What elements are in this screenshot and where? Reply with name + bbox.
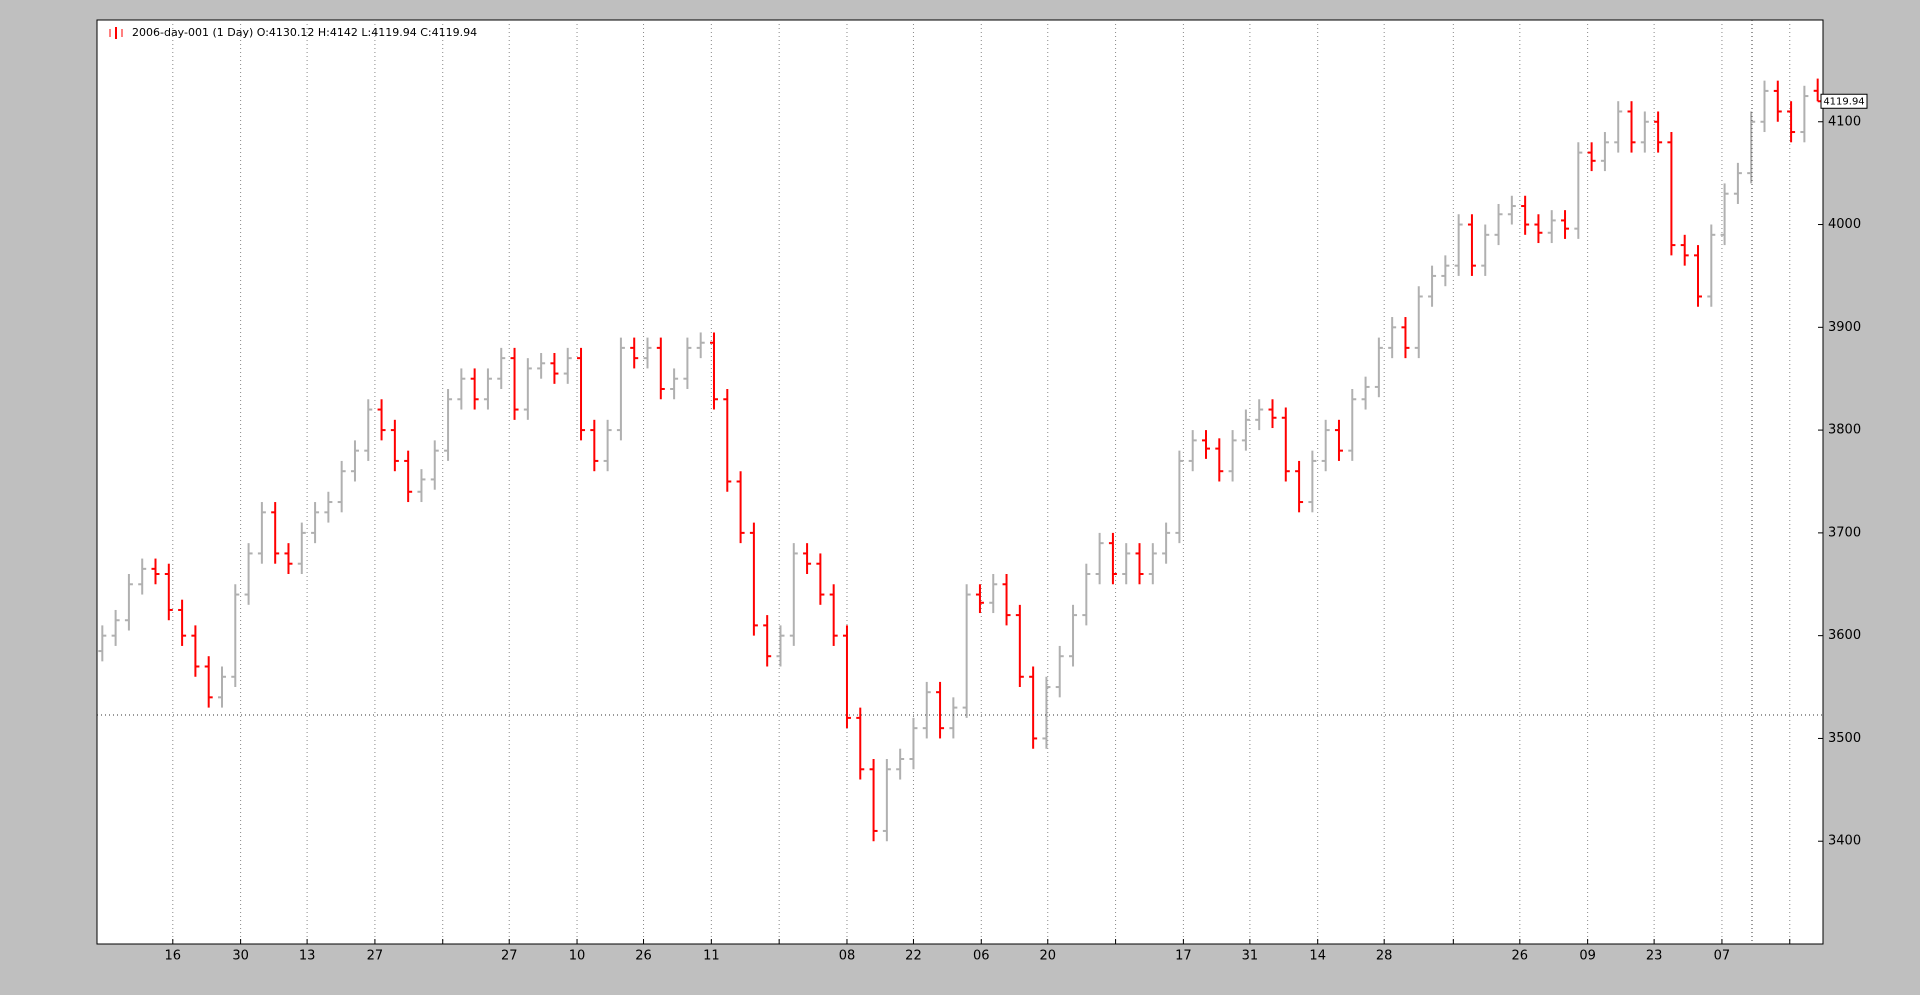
x-tick-label: 27	[367, 949, 384, 964]
x-tick-label: 31	[1242, 949, 1259, 964]
y-tick-label: 3500	[1828, 731, 1861, 746]
legend: 2006-day-001 (1 Day) O:4130.12 H:4142 L:…	[109, 26, 477, 39]
x-tick-label: 08	[839, 949, 856, 964]
x-tick-label: 28	[1376, 949, 1393, 964]
price-tag-box	[1820, 93, 1868, 109]
y-tick-label: 4100	[1828, 114, 1861, 129]
x-tick-label: 13	[299, 949, 316, 964]
x-tick-label: 11	[703, 949, 720, 964]
x-tick-label: 07	[1714, 949, 1731, 964]
y-tick-label: 3900	[1828, 320, 1861, 335]
x-tick-label: 26	[1512, 949, 1529, 964]
y-tick-label: 3400	[1828, 834, 1861, 849]
plot-area	[96, 19, 1824, 945]
y-tick-label: 3800	[1828, 423, 1861, 438]
x-tick-label: 17	[1175, 949, 1192, 964]
x-tick-label: 16	[165, 949, 182, 964]
x-tick-label: 27	[501, 949, 518, 964]
x-tick-label: 10	[569, 949, 586, 964]
y-tick-label: 3600	[1828, 628, 1861, 643]
x-tick-label: 06	[973, 949, 990, 964]
x-tick-label: 30	[232, 949, 249, 964]
x-tick-label: 26	[635, 949, 652, 964]
x-tick-label: 09	[1579, 949, 1596, 964]
x-tick-label: 23	[1646, 949, 1663, 964]
y-tick-label: 3700	[1828, 525, 1861, 540]
bars	[98, 78, 1822, 842]
y-tick-label: 4000	[1828, 217, 1861, 232]
legend-text: 2006-day-001 (1 Day) O:4130.12 H:4142 L:…	[132, 26, 477, 39]
axes: 16 30 13 27 27 10 26 11 08 22 06 20 17 31 14 28 26 09 23 07…	[165, 93, 1868, 964]
price-tag: 4119.94	[1823, 96, 1864, 107]
x-tick-label: 20	[1039, 949, 1056, 964]
x-tick-label: 14	[1309, 949, 1326, 964]
x-tick-label: 22	[905, 949, 922, 964]
